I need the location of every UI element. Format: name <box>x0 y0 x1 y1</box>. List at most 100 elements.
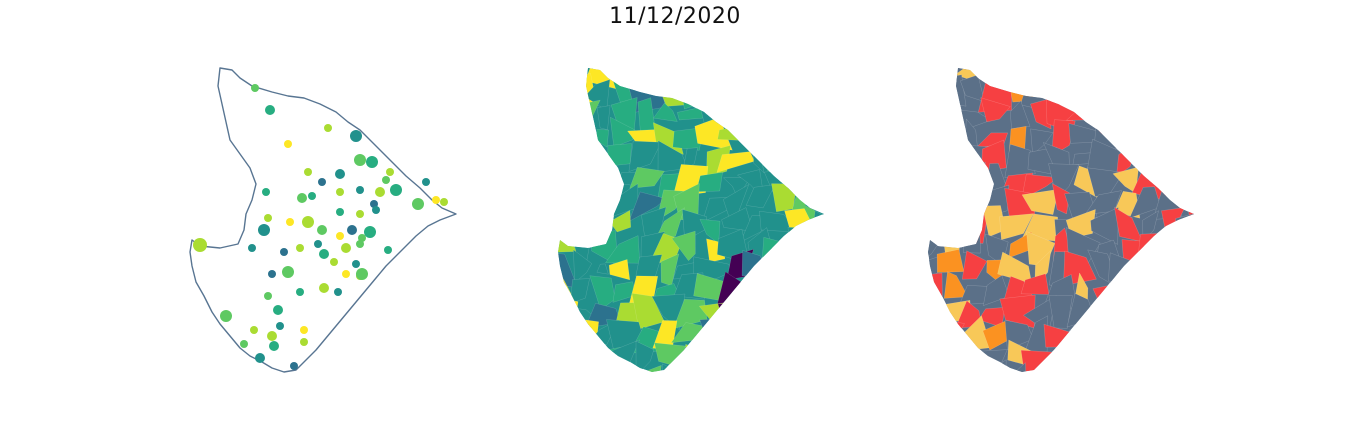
data-point <box>296 244 304 252</box>
municipality <box>660 68 679 87</box>
municipality <box>1156 162 1188 187</box>
municipality <box>1157 337 1186 372</box>
data-point <box>297 193 307 203</box>
municipality <box>678 74 711 110</box>
municipality <box>785 105 817 120</box>
municipality <box>1161 207 1186 234</box>
data-point <box>248 244 256 252</box>
municipality <box>828 129 848 146</box>
data-point <box>319 249 329 259</box>
municipality <box>760 119 793 149</box>
data-point <box>336 188 344 196</box>
municipality <box>1181 341 1194 372</box>
municipality <box>767 303 788 329</box>
municipality <box>805 122 824 156</box>
municipality <box>1198 97 1218 125</box>
municipality <box>609 210 632 233</box>
data-point <box>366 156 378 168</box>
data-point <box>335 169 345 179</box>
data-point <box>432 196 440 204</box>
data-point <box>308 192 316 200</box>
municipality <box>698 349 731 367</box>
municipality <box>596 263 609 275</box>
municipality <box>1090 206 1119 245</box>
municipality <box>608 365 640 372</box>
municipality <box>607 143 632 167</box>
data-point <box>350 130 362 142</box>
municipality <box>1020 68 1053 87</box>
municipality <box>1207 213 1218 237</box>
municipality <box>608 259 631 281</box>
municipality <box>1069 74 1099 97</box>
municipality <box>781 141 818 174</box>
municipality <box>803 164 824 197</box>
data-point <box>286 218 294 226</box>
municipality <box>928 300 947 324</box>
municipality <box>1098 321 1116 354</box>
municipality <box>928 74 941 106</box>
municipality <box>741 336 773 364</box>
municipality <box>1109 281 1147 305</box>
municipality <box>1122 127 1141 157</box>
municipality <box>558 111 576 125</box>
data-point <box>282 266 294 278</box>
data-point <box>342 270 350 278</box>
data-point <box>220 310 232 322</box>
municipality <box>1133 68 1154 81</box>
data-point <box>264 292 272 300</box>
municipality <box>679 364 706 372</box>
municipality <box>803 99 824 135</box>
data-point <box>375 187 385 197</box>
data-point <box>300 326 308 334</box>
data-point <box>334 288 342 296</box>
municipality <box>1006 362 1028 372</box>
data-point <box>317 225 327 235</box>
municipality <box>628 140 662 172</box>
municipality <box>1151 249 1190 289</box>
data-point <box>240 340 248 348</box>
municipality <box>1093 370 1126 372</box>
data-point <box>284 140 292 148</box>
municipality <box>936 209 970 235</box>
municipality <box>1201 191 1218 216</box>
municipality <box>1107 96 1138 127</box>
data-point <box>267 331 277 341</box>
data-point <box>268 270 276 278</box>
municipality <box>1132 373 1164 380</box>
municipality <box>834 251 848 281</box>
municipality <box>561 168 595 192</box>
data-point <box>314 240 322 248</box>
municipality <box>932 117 962 158</box>
municipality <box>641 365 662 372</box>
municipality <box>1109 82 1140 104</box>
municipality <box>788 259 808 280</box>
data-point <box>255 353 265 363</box>
municipality <box>1069 327 1101 355</box>
municipality <box>1177 253 1194 289</box>
municipality <box>1155 80 1180 112</box>
municipality <box>928 68 948 90</box>
municipality <box>671 230 696 262</box>
municipality <box>1041 359 1068 372</box>
municipality <box>717 302 749 328</box>
region-group <box>558 68 848 372</box>
municipality <box>1205 167 1219 194</box>
municipality <box>1097 94 1122 135</box>
municipality <box>768 100 793 124</box>
municipality <box>700 73 729 108</box>
municipality <box>785 78 813 104</box>
municipality <box>571 365 585 372</box>
municipality <box>833 218 848 240</box>
municipality <box>825 141 848 171</box>
state-outline <box>189 67 457 373</box>
municipality <box>1071 68 1095 89</box>
municipality <box>1137 233 1164 265</box>
data-point <box>273 305 283 315</box>
municipality <box>961 250 988 280</box>
municipality <box>928 124 949 146</box>
municipality <box>558 343 569 368</box>
municipality <box>584 168 620 197</box>
data-point <box>336 232 344 240</box>
data-point <box>356 210 364 218</box>
municipality <box>1197 252 1218 285</box>
